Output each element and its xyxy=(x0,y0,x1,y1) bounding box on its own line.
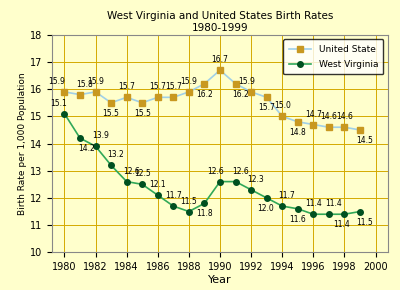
Text: 15.7: 15.7 xyxy=(165,82,182,91)
Text: 12.6: 12.6 xyxy=(232,167,248,176)
Text: 14.8: 14.8 xyxy=(290,128,306,137)
Text: 15.7: 15.7 xyxy=(149,82,166,91)
Text: 11.7: 11.7 xyxy=(165,191,182,200)
Text: 13.2: 13.2 xyxy=(108,150,124,159)
Text: 15.0: 15.0 xyxy=(274,102,291,110)
Text: 13.9: 13.9 xyxy=(92,131,109,140)
Text: 11.6: 11.6 xyxy=(290,215,306,224)
Text: 15.8: 15.8 xyxy=(76,80,93,89)
Title: West Virginia and United States Birth Rates
1980-1999: West Virginia and United States Birth Ra… xyxy=(107,11,333,33)
Text: 15.9: 15.9 xyxy=(48,77,65,86)
Text: 15.9: 15.9 xyxy=(87,77,104,86)
Text: 12.1: 12.1 xyxy=(150,180,166,189)
Text: 14.5: 14.5 xyxy=(356,136,373,145)
Text: 12.0: 12.0 xyxy=(257,204,274,213)
Text: 14.6: 14.6 xyxy=(336,112,353,121)
Text: 11.5: 11.5 xyxy=(356,218,373,226)
Text: 15.5: 15.5 xyxy=(103,109,120,118)
Text: 12.3: 12.3 xyxy=(248,175,264,184)
Text: 11.7: 11.7 xyxy=(278,191,295,200)
Text: 15.5: 15.5 xyxy=(134,109,151,118)
Text: 11.5: 11.5 xyxy=(180,197,197,206)
Y-axis label: Birth Rate per 1,000 Population: Birth Rate per 1,000 Population xyxy=(18,72,27,215)
Text: 16.7: 16.7 xyxy=(212,55,228,64)
Text: 14.7: 14.7 xyxy=(305,110,322,119)
Text: 15.7: 15.7 xyxy=(118,82,135,91)
Text: 12.6: 12.6 xyxy=(207,167,224,176)
Text: 12.5: 12.5 xyxy=(134,169,150,178)
Text: 14.2: 14.2 xyxy=(78,144,94,153)
Legend: United State, West Virginia: United State, West Virginia xyxy=(283,39,384,75)
Text: 11.4: 11.4 xyxy=(325,199,342,208)
Text: 15.7: 15.7 xyxy=(258,103,275,112)
Text: 15.1: 15.1 xyxy=(50,99,66,108)
Text: 16.2: 16.2 xyxy=(196,90,213,99)
Text: 11.8: 11.8 xyxy=(196,209,213,218)
Text: 16.2: 16.2 xyxy=(232,90,248,99)
Text: 15.9: 15.9 xyxy=(238,77,255,86)
X-axis label: Year: Year xyxy=(208,275,232,285)
Text: 14.6: 14.6 xyxy=(320,112,337,121)
Text: 15.9: 15.9 xyxy=(180,77,197,86)
Text: 11.4: 11.4 xyxy=(305,199,322,208)
Text: 11.4: 11.4 xyxy=(333,220,350,229)
Text: 12.6: 12.6 xyxy=(123,167,140,176)
